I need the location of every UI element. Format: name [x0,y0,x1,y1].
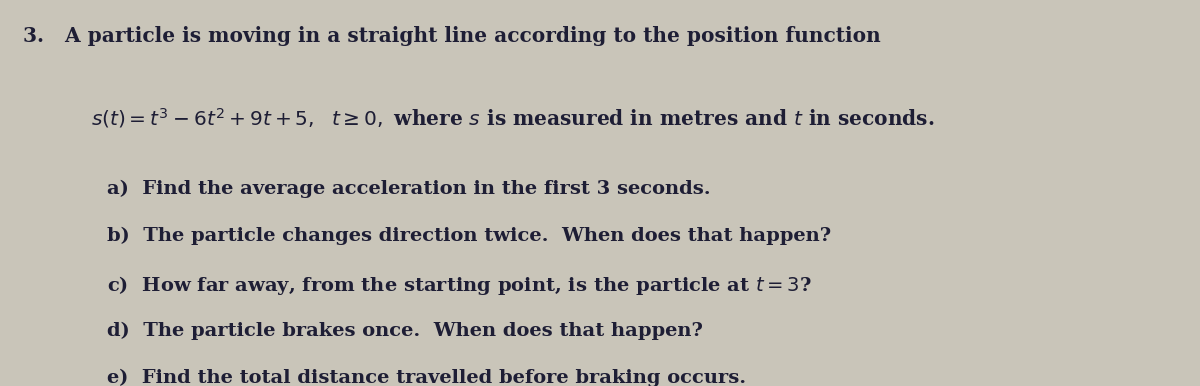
Text: 3.   A particle is moving in a straight line according to the position function: 3. A particle is moving in a straight li… [23,26,881,46]
Text: a)  Find the average acceleration in the first 3 seconds.: a) Find the average acceleration in the … [107,180,710,198]
Text: d)  The particle brakes once.  When does that happen?: d) The particle brakes once. When does t… [107,322,703,340]
Text: c)  How far away, from the starting point, is the particle at $t = 3$?: c) How far away, from the starting point… [107,274,811,298]
Text: b)  The particle changes direction twice.  When does that happen?: b) The particle changes direction twice.… [107,227,830,245]
Text: e)  Find the total distance travelled before braking occurs.: e) Find the total distance travelled bef… [107,369,746,386]
Text: $s(t) = t^3 - 6t^2 + 9t + 5,\ \ t \geq 0,$ where $s$ is measured in metres and $: $s(t) = t^3 - 6t^2 + 9t + 5,\ \ t \geq 0… [91,107,935,130]
